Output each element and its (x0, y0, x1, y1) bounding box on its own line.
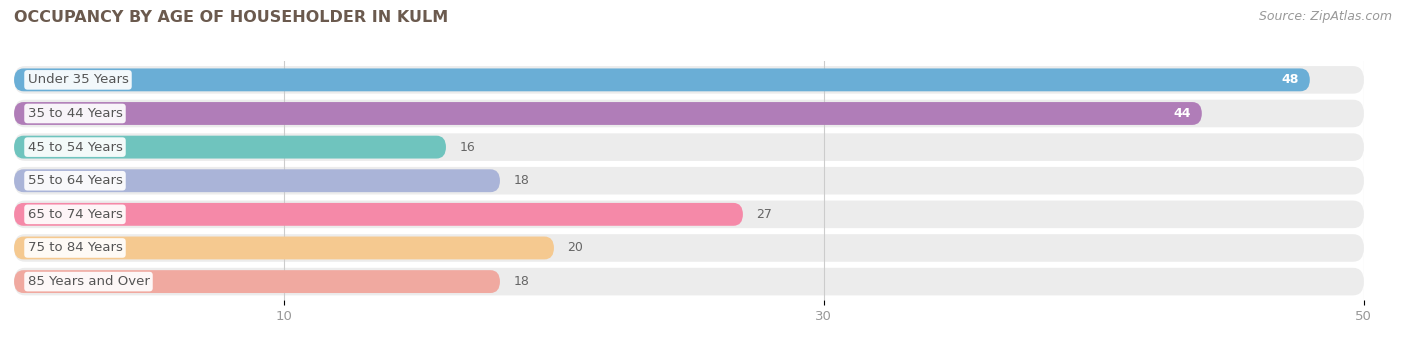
Text: 48: 48 (1282, 73, 1299, 86)
FancyBboxPatch shape (14, 102, 1202, 125)
FancyBboxPatch shape (14, 203, 742, 226)
Text: 44: 44 (1174, 107, 1191, 120)
Text: 75 to 84 Years: 75 to 84 Years (28, 241, 122, 254)
Text: 27: 27 (756, 208, 772, 221)
Text: Under 35 Years: Under 35 Years (28, 73, 128, 86)
FancyBboxPatch shape (14, 100, 1364, 127)
Text: 18: 18 (513, 275, 529, 288)
FancyBboxPatch shape (14, 268, 1364, 295)
Text: Source: ZipAtlas.com: Source: ZipAtlas.com (1258, 10, 1392, 23)
FancyBboxPatch shape (14, 234, 1364, 262)
Text: 45 to 54 Years: 45 to 54 Years (28, 140, 122, 153)
Text: 35 to 44 Years: 35 to 44 Years (28, 107, 122, 120)
FancyBboxPatch shape (14, 66, 1364, 94)
Text: 20: 20 (568, 241, 583, 254)
FancyBboxPatch shape (14, 237, 554, 260)
FancyBboxPatch shape (14, 133, 1364, 161)
Text: 55 to 64 Years: 55 to 64 Years (28, 174, 122, 187)
FancyBboxPatch shape (14, 270, 501, 293)
FancyBboxPatch shape (14, 69, 1310, 91)
Text: 65 to 74 Years: 65 to 74 Years (28, 208, 122, 221)
FancyBboxPatch shape (14, 201, 1364, 228)
FancyBboxPatch shape (14, 169, 501, 192)
Text: OCCUPANCY BY AGE OF HOUSEHOLDER IN KULM: OCCUPANCY BY AGE OF HOUSEHOLDER IN KULM (14, 10, 449, 25)
FancyBboxPatch shape (14, 136, 446, 159)
Text: 18: 18 (513, 174, 529, 187)
Text: 85 Years and Over: 85 Years and Over (28, 275, 149, 288)
FancyBboxPatch shape (14, 167, 1364, 194)
Text: 16: 16 (460, 140, 475, 153)
